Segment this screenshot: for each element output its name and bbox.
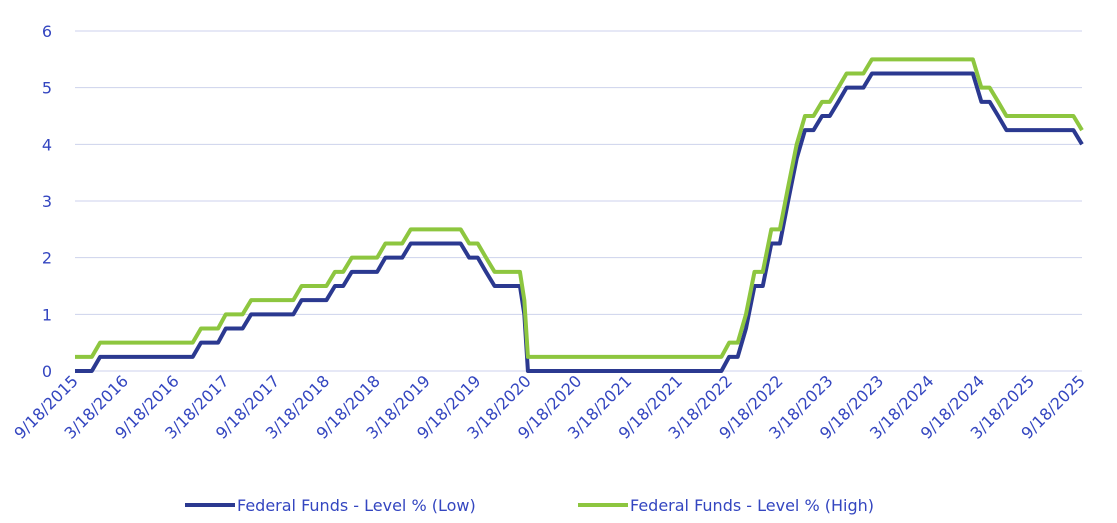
y-tick-label: 3 <box>42 192 52 211</box>
y-tick-label: 1 <box>42 305 52 324</box>
y-tick-label: 4 <box>42 135 52 154</box>
data-line <box>75 57 1084 359</box>
y-tick-label: 0 <box>42 362 52 381</box>
data-line <box>75 71 1084 373</box>
y-tick-label: 5 <box>42 79 52 98</box>
y-tick-label: 2 <box>42 249 52 268</box>
legend-label: Federal Funds - Level % (Low) <box>237 496 476 515</box>
y-tick-label: 6 <box>42 22 52 41</box>
legend-label: Federal Funds - Level % (High) <box>630 496 874 515</box>
